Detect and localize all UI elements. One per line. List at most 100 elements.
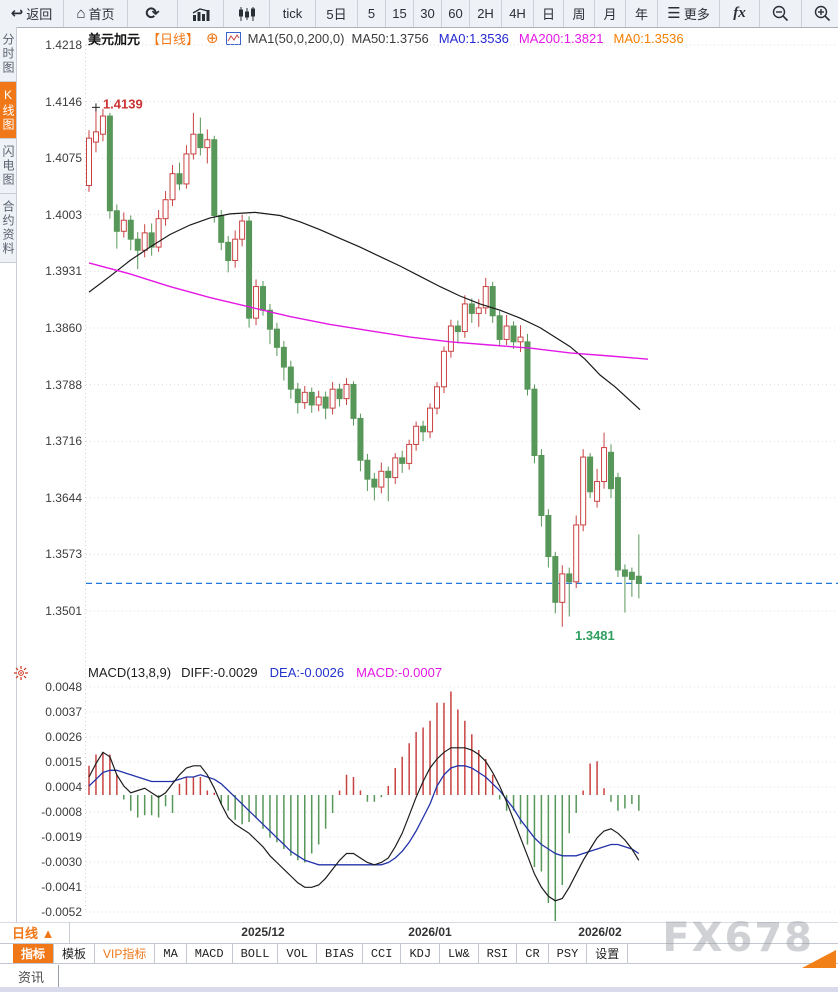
macd-axis-tick: 0.0015 <box>45 755 82 769</box>
indicator-tabs-row: 指标 模板 VIP指标 MA MACD BOLL VOL BIAS CCI KDJ LW& RSI CR… <box>0 943 838 964</box>
candlestick-icon <box>238 6 255 21</box>
price-axis-tick: 1.4218 <box>45 38 82 52</box>
tab-vip-indicator[interactable]: VIP指标 <box>95 944 156 963</box>
tab-ma[interactable]: MA <box>155 944 187 963</box>
toolbar-button-period-5[interactable]: 5 <box>358 0 386 27</box>
toolbar-button-period-week[interactable]: 周 <box>564 0 595 27</box>
price-axis-tick: 1.3716 <box>45 434 82 449</box>
macd-axis-tick: -0.0008 <box>41 805 82 819</box>
zoom-in-icon <box>814 5 831 22</box>
tab-settings[interactable]: 设置 <box>587 944 629 963</box>
tab-bias[interactable]: BIAS <box>317 944 363 963</box>
toolbar-button-candle-chart[interactable] <box>224 0 270 27</box>
macd-axis-tick: -0.0041 <box>41 880 82 894</box>
tab-macd[interactable]: MACD <box>187 944 233 963</box>
toolbar-button-zoom-in[interactable] <box>802 0 838 27</box>
toolbar-button-period-day[interactable]: 日 <box>534 0 564 27</box>
home-icon: ⌂ <box>76 5 86 22</box>
macd-values: DIFF:-0.0029 DEA:-0.0026 MACD:-0.0007 <box>181 665 442 680</box>
ma-value: MA0:1.3536 <box>438 31 509 46</box>
sidebar-item-time-chart[interactable]: 分时图 <box>0 27 16 82</box>
price-axis-tick: 1.3931 <box>45 264 82 279</box>
toolbar-button-refresh[interactable]: ⟳ <box>128 0 178 27</box>
macd-axis-tick: -0.0052 <box>41 905 82 919</box>
svg-text:1.3481: 1.3481 <box>575 628 615 643</box>
tab-rsi[interactable]: RSI <box>479 944 518 963</box>
top-toolbar: ↩ 返回 ⌂ 首页 ⟳ tick 5日 5 15 30 60 2H 4H 日周月年 ☰ 更多 fx <box>0 0 838 28</box>
chart-type-sidebar: 分时图 K线图 闪电图 合约资料 <box>0 27 17 922</box>
toolbar-button-period-2h[interactable]: 2H <box>470 0 502 27</box>
tab-cci[interactable]: CCI <box>363 944 402 963</box>
macd-header: MACD(13,8,9) DIFF:-0.0029 DEA:-0.0026 MACD… <box>88 665 442 680</box>
tab-indicator[interactable]: 指标 <box>13 944 55 963</box>
symbol-name: 美元加元 <box>88 32 141 47</box>
macd-value: MACD:-0.0007 <box>356 665 443 680</box>
price-axis-tick: 1.4003 <box>45 207 82 222</box>
ma-value: MA0:1.3536 <box>613 31 684 46</box>
add-indicator-icon[interactable]: ⊕ <box>206 30 219 47</box>
tab-lwr[interactable]: LW& <box>440 944 479 963</box>
toolbar-button-fx[interactable]: fx <box>720 0 760 27</box>
toolbar-button-tick[interactable]: tick <box>270 0 316 27</box>
tab-cr[interactable]: CR <box>517 944 549 963</box>
ma-value: MA50:1.3756 <box>351 31 429 46</box>
toolbar-button-period-4h[interactable]: 4H <box>502 0 534 27</box>
macd-axis-tick: 0.0026 <box>45 730 82 744</box>
macd-axis-tick: 0.0004 <box>45 780 82 794</box>
x-axis-month-label: 2026/02 <box>578 925 622 939</box>
macd-axis-tick: 0.0037 <box>45 705 82 719</box>
toolbar-button-back[interactable]: ↩ 返回 <box>0 0 64 27</box>
back-arrow-icon: ↩ <box>10 5 24 22</box>
ma-value: MA200:1.3821 <box>518 31 604 46</box>
news-tab[interactable]: 资讯 <box>4 965 60 987</box>
price-axis-tick: 1.3644 <box>45 490 82 505</box>
tab-vol[interactable]: VOL <box>278 944 318 963</box>
x-axis-month-label: 2025/12 <box>241 925 285 939</box>
x-axis-row <box>0 922 838 944</box>
toolbar-button-period-60[interactable]: 60 <box>442 0 470 27</box>
price-axis-tick: 1.3860 <box>45 321 82 335</box>
period-tag: 【日线】 <box>147 32 200 47</box>
macd-title: MACD(13,8,9) <box>88 665 172 680</box>
toolbar-button-period-5d[interactable]: 5日 <box>316 0 358 27</box>
watermark-triangle-icon <box>802 950 836 968</box>
chart-style-icon[interactable] <box>225 32 241 45</box>
macd-value: DEA:-0.0026 <box>269 665 345 680</box>
macd-axis-tick: -0.0030 <box>41 855 82 869</box>
toolbar-button-bar-chart[interactable] <box>178 0 224 27</box>
tab-psy[interactable]: PSY <box>549 944 588 963</box>
tab-template[interactable]: 模板 <box>54 944 96 963</box>
sidebar-item-contract-info[interactable]: 合约资料 <box>0 194 16 263</box>
sidebar-item-lightning-chart[interactable]: 闪电图 <box>0 139 16 194</box>
toolbar-button-home[interactable]: ⌂ 首页 <box>64 0 128 27</box>
tab-kdj[interactable]: KDJ <box>401 944 441 963</box>
sidebar-item-kline-chart[interactable]: K线图 <box>0 82 16 139</box>
x-axis-month-label: 2026/01 <box>408 925 452 939</box>
price-axis-tick: 1.4146 <box>45 94 82 109</box>
toolbar-button-zoom-out[interactable] <box>760 0 802 27</box>
news-row <box>0 965 838 987</box>
toolbar-button-period-15[interactable]: 15 <box>386 0 414 27</box>
ma-settings: MA1(50,0,200,0) <box>247 31 345 46</box>
macd-axis-tick: -0.0019 <box>41 830 82 844</box>
price-axis-tick: 1.3501 <box>45 604 82 618</box>
price-axis-tick: 1.4075 <box>45 151 82 166</box>
toolbar-button-period-30[interactable]: 30 <box>414 0 442 27</box>
tab-boll[interactable]: BOLL <box>233 944 279 963</box>
price-chart-header: 美元加元 【日线】 ⊕ MA1(50,0,200,0) MA50:1.3756 M… <box>88 29 684 48</box>
toolbar-button-more[interactable]: ☰ 更多 <box>658 0 720 27</box>
fx-formula-icon: fx <box>733 5 746 21</box>
toolbar-button-period-month[interactable]: 月 <box>595 0 626 27</box>
current-period-label[interactable]: 日线 ▲ <box>0 922 70 943</box>
svg-text:1.4139: 1.4139 <box>103 96 143 111</box>
price-axis-tick: 1.3573 <box>45 547 82 562</box>
toolbar-button-period-year[interactable]: 年 <box>626 0 658 27</box>
bottom-strip <box>0 987 838 992</box>
macd-axis-tick: 0.0048 <box>45 680 82 694</box>
price-axis-tick: 1.3788 <box>45 377 82 392</box>
indicator-settings-icon[interactable] <box>14 666 28 685</box>
zoom-out-icon <box>772 5 789 22</box>
menu-icon: ☰ <box>667 5 681 22</box>
